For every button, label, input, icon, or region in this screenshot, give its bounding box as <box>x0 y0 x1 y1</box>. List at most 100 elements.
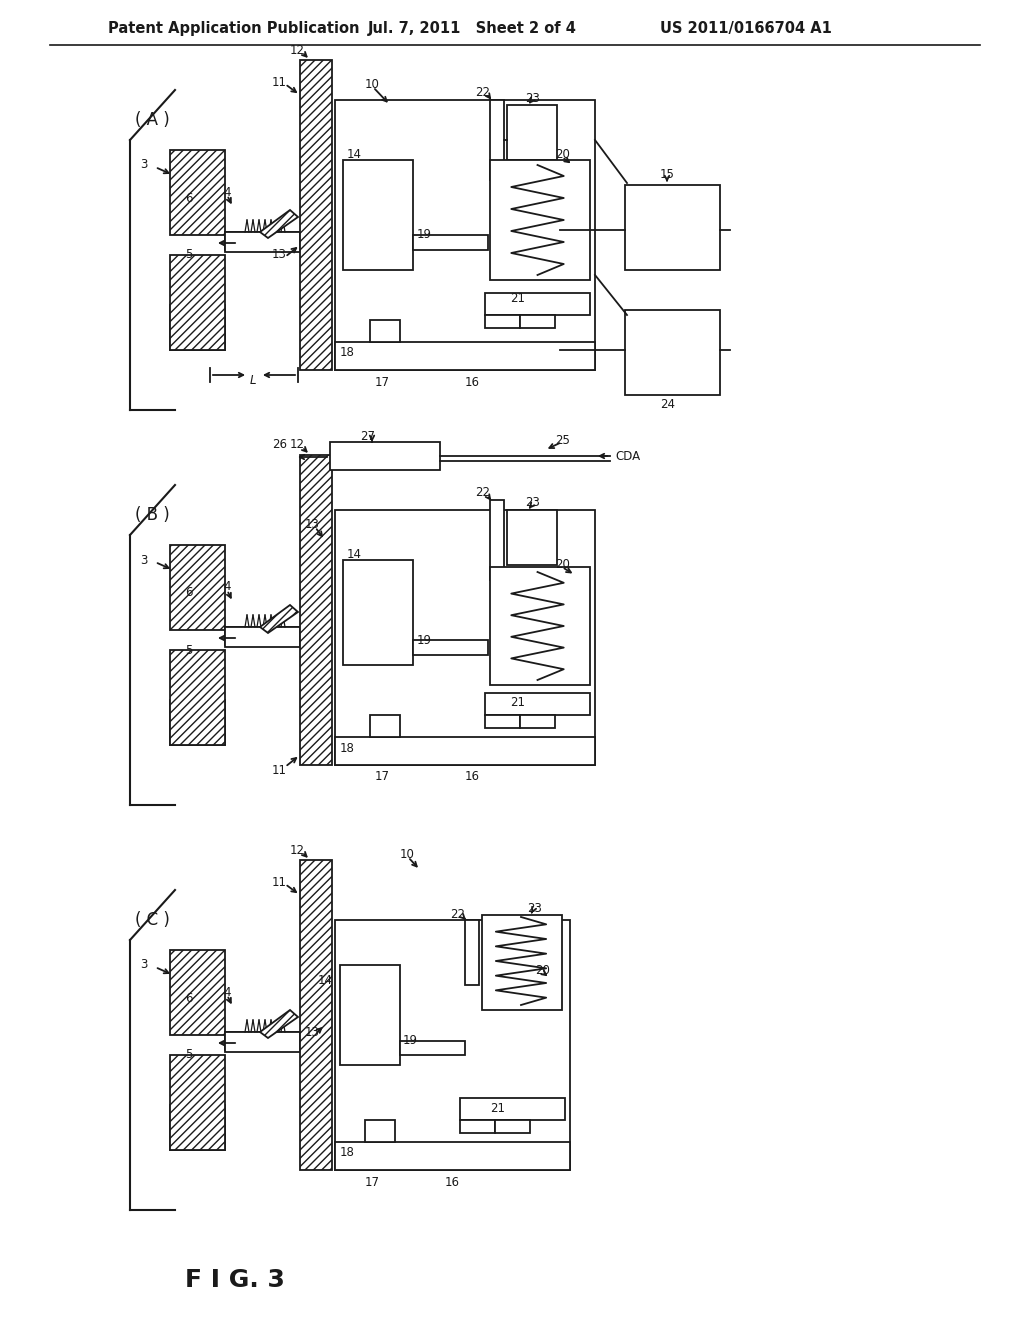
Text: 19: 19 <box>403 1034 418 1047</box>
Bar <box>370 715 400 737</box>
Text: 23: 23 <box>525 91 540 104</box>
Bar <box>482 915 562 1010</box>
Bar <box>335 510 595 766</box>
Text: L: L <box>250 374 256 387</box>
Text: 22: 22 <box>475 86 490 99</box>
Bar <box>300 455 332 766</box>
Text: 18: 18 <box>340 346 355 359</box>
Bar <box>507 510 557 565</box>
Text: 6: 6 <box>185 586 193 599</box>
Bar <box>225 1032 300 1052</box>
Bar <box>170 1055 225 1150</box>
Text: 16: 16 <box>465 375 480 388</box>
Text: 11: 11 <box>272 875 287 888</box>
Text: 27: 27 <box>360 430 375 444</box>
Bar <box>343 560 413 665</box>
Bar <box>365 1119 395 1142</box>
Bar <box>335 920 570 1170</box>
Text: 13: 13 <box>272 248 287 261</box>
Text: 21: 21 <box>510 697 525 710</box>
Text: ( B ): ( B ) <box>135 506 170 524</box>
Text: 11: 11 <box>272 763 287 776</box>
Text: 3: 3 <box>140 553 147 566</box>
Text: 11: 11 <box>272 75 287 88</box>
Bar <box>170 700 225 744</box>
Bar <box>335 100 595 370</box>
Bar <box>300 59 332 370</box>
Text: 5: 5 <box>185 644 193 656</box>
Text: 6: 6 <box>185 991 193 1005</box>
Text: US 2011/0166704 A1: US 2011/0166704 A1 <box>660 21 831 36</box>
Bar <box>170 950 225 1035</box>
Text: 14: 14 <box>318 974 333 986</box>
Bar <box>225 232 300 249</box>
Bar <box>465 920 479 985</box>
Text: 20: 20 <box>555 558 570 572</box>
Text: 17: 17 <box>375 375 390 388</box>
Text: 18: 18 <box>340 742 355 755</box>
Text: 10: 10 <box>365 78 380 91</box>
Text: 17: 17 <box>365 1176 380 1188</box>
Bar <box>170 150 225 235</box>
Text: 4: 4 <box>223 581 230 594</box>
Text: 19: 19 <box>417 634 432 647</box>
Text: 26: 26 <box>272 438 287 451</box>
Text: 6: 6 <box>185 191 193 205</box>
Bar <box>485 315 520 327</box>
Text: 15: 15 <box>660 169 675 181</box>
Text: 14: 14 <box>347 149 362 161</box>
Text: CDA: CDA <box>615 450 640 462</box>
Text: 19: 19 <box>417 228 432 242</box>
Bar <box>170 305 225 350</box>
Text: 10: 10 <box>400 849 415 862</box>
Bar <box>225 1032 300 1049</box>
Text: 17: 17 <box>375 771 390 784</box>
Text: 20: 20 <box>555 149 570 161</box>
Text: 14: 14 <box>347 549 362 561</box>
Bar <box>340 965 400 1065</box>
Bar <box>490 568 590 685</box>
Bar <box>170 255 225 350</box>
Text: 22: 22 <box>450 908 465 920</box>
Bar <box>170 545 225 630</box>
Bar <box>413 640 488 655</box>
Bar <box>490 100 504 180</box>
Bar <box>335 737 595 766</box>
Text: 13: 13 <box>305 519 319 532</box>
Text: 13: 13 <box>305 1026 319 1039</box>
Text: 25: 25 <box>555 433 570 446</box>
Text: 24: 24 <box>660 399 675 412</box>
Text: 5: 5 <box>185 1048 193 1061</box>
Polygon shape <box>260 210 298 238</box>
Bar <box>343 160 413 271</box>
Text: ( A ): ( A ) <box>135 111 170 129</box>
Text: 4: 4 <box>223 986 230 998</box>
Text: Jul. 7, 2011   Sheet 2 of 4: Jul. 7, 2011 Sheet 2 of 4 <box>368 21 577 36</box>
Text: 16: 16 <box>445 1176 460 1188</box>
Text: 18: 18 <box>340 1147 355 1159</box>
Bar <box>170 1105 225 1150</box>
Bar <box>400 1041 465 1055</box>
Text: F I G. 3: F I G. 3 <box>185 1269 285 1292</box>
Text: 3: 3 <box>140 958 147 972</box>
Text: 22: 22 <box>475 487 490 499</box>
Polygon shape <box>260 605 298 634</box>
Text: 3: 3 <box>140 158 147 172</box>
Bar <box>520 315 555 327</box>
Bar <box>413 235 488 249</box>
Text: 12: 12 <box>290 438 305 451</box>
Text: 20: 20 <box>535 964 550 977</box>
Bar <box>495 1119 530 1133</box>
Bar <box>460 1098 565 1119</box>
Bar <box>300 861 332 1170</box>
Text: 5: 5 <box>185 248 193 261</box>
Bar <box>330 442 440 470</box>
Bar <box>485 293 590 315</box>
Bar <box>460 1119 495 1133</box>
Bar <box>335 1142 570 1170</box>
Bar <box>520 715 555 729</box>
Bar <box>625 185 720 271</box>
Bar <box>490 160 590 280</box>
Text: 21: 21 <box>490 1101 505 1114</box>
Text: 16: 16 <box>465 771 480 784</box>
